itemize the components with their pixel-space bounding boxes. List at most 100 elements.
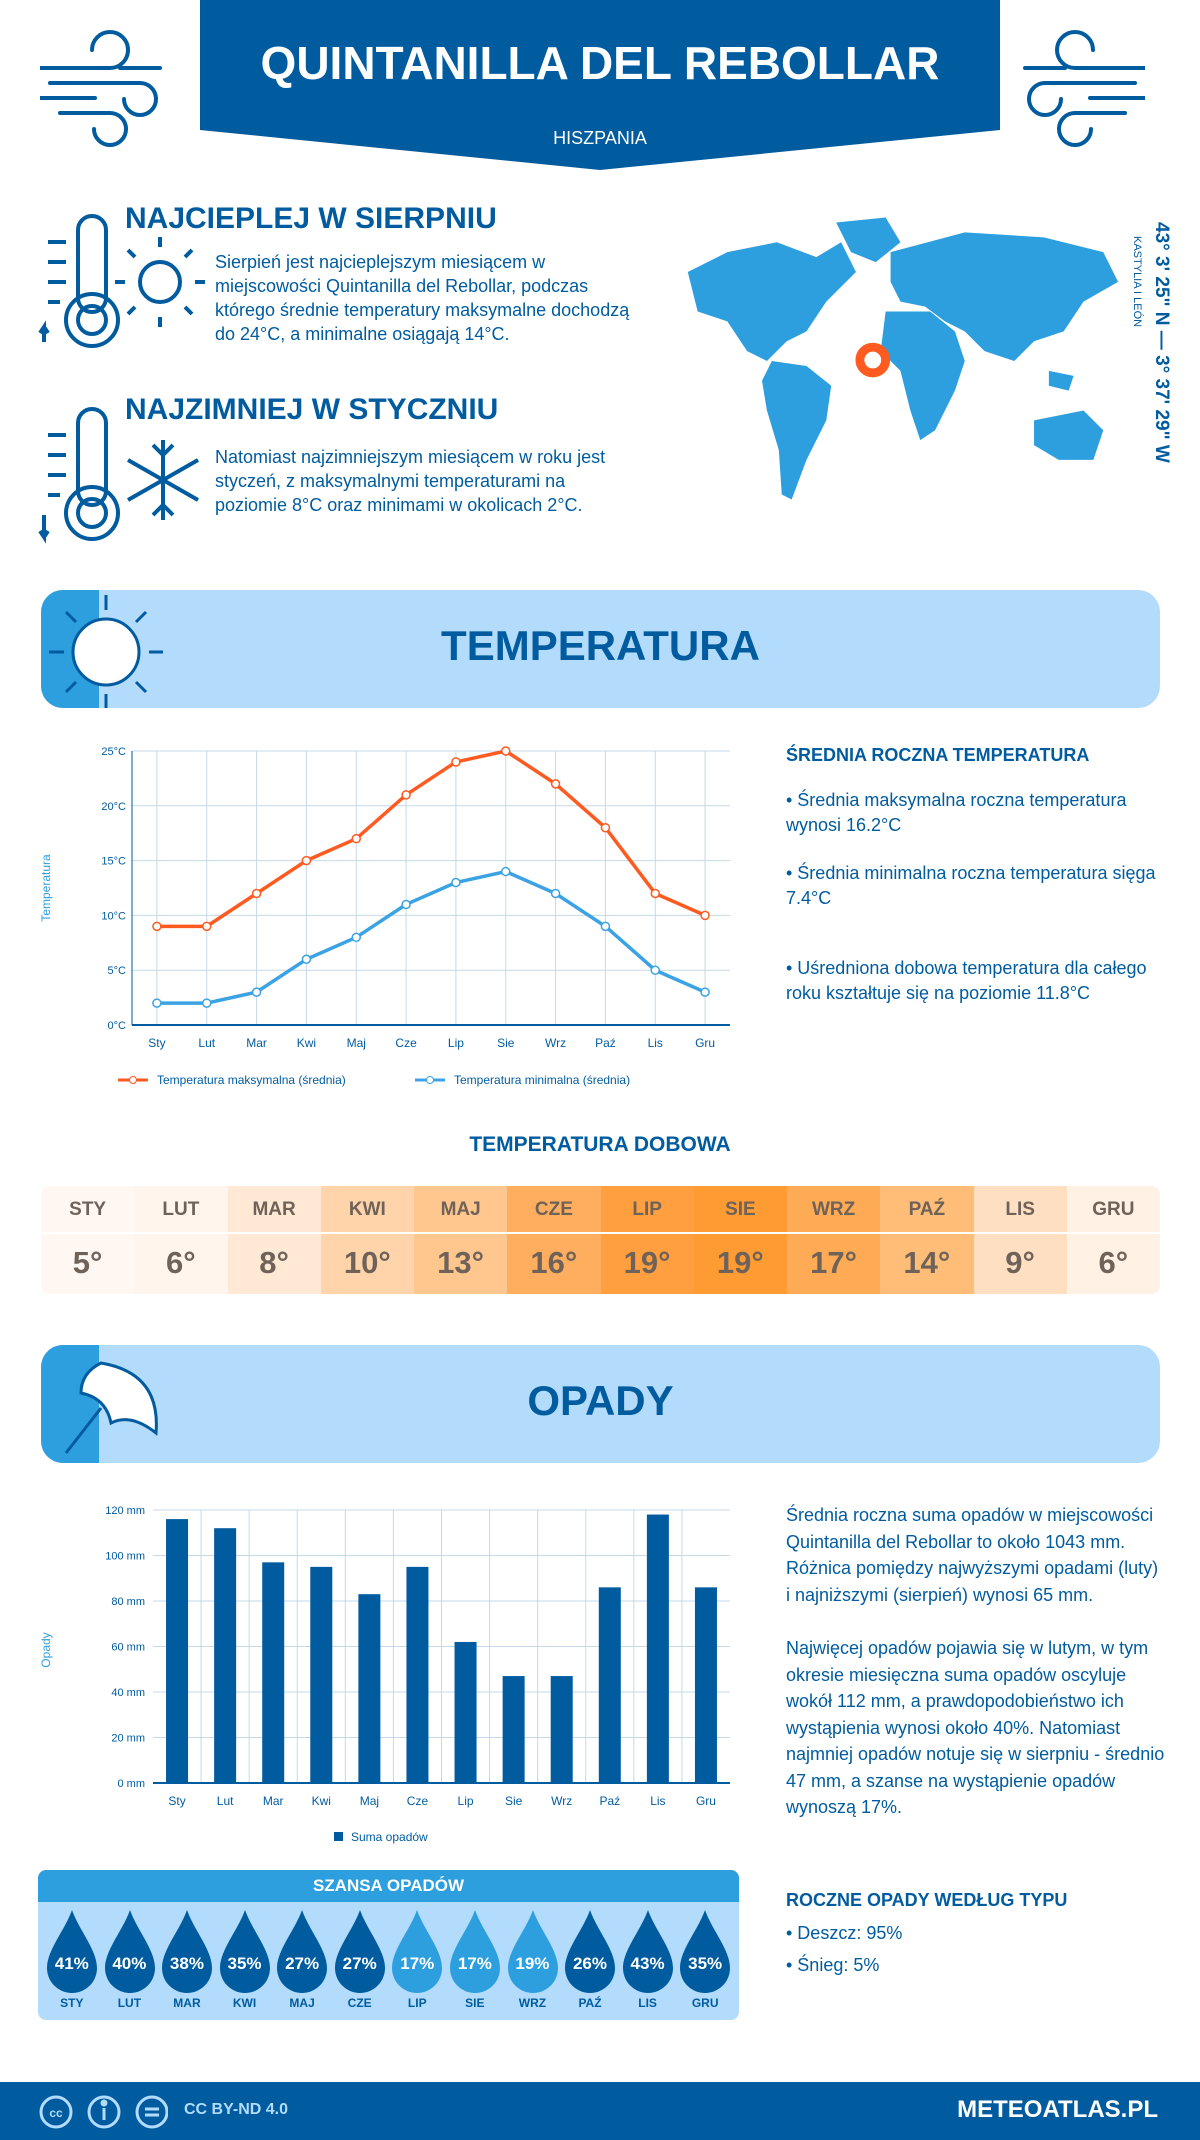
y-tick-label: 20°C xyxy=(101,801,126,813)
temp-value: 16° xyxy=(530,1245,578,1280)
daily-temp-cell: PAŹ 14° xyxy=(880,1186,974,1294)
month-label: LUT xyxy=(134,1186,228,1234)
x-tick-label: Kwi xyxy=(297,1036,316,1050)
temp-value: 9° xyxy=(1005,1245,1035,1280)
month-label: KWI xyxy=(320,1186,414,1234)
precip-chance-drop: 19% WRZ xyxy=(504,1902,562,2020)
data-point xyxy=(700,910,710,921)
temp-value: 6° xyxy=(1098,1245,1129,1280)
data-point xyxy=(251,888,262,899)
x-tick-label: Sty xyxy=(148,1036,165,1050)
x-tick-label: Wrz xyxy=(551,1794,572,1808)
y-tick-label: 5°C xyxy=(108,965,127,977)
drop-icon xyxy=(334,1910,385,1993)
precip-chance-drop: 27% CZE xyxy=(331,1902,389,2020)
temperature-banner: TEMPERATURA xyxy=(41,590,1160,708)
data-point xyxy=(301,855,312,866)
sun-icon xyxy=(49,595,163,708)
precip-chance-drop: 35% GRU xyxy=(676,1902,734,2020)
month-label: LIP xyxy=(407,1996,427,2010)
temp-value: 10° xyxy=(343,1245,391,1280)
data-point xyxy=(550,779,561,789)
header-banner xyxy=(200,0,1000,170)
x-tick-label: Maj xyxy=(360,1794,379,1808)
drop-icon xyxy=(565,1910,616,1993)
precip-type-title: ROCZNE OPADY WEDŁUG TYPU xyxy=(786,1890,1068,1910)
daily-temp-table: STY 5° LUT 6° MAR 8° KWI 10° MAJ 13° CZE 16° LIP 19° S… xyxy=(41,1186,1160,1294)
bar xyxy=(214,1528,237,1783)
daily-temp-cell: MAJ 13° xyxy=(414,1186,508,1294)
month-label: SIE xyxy=(693,1186,787,1234)
legend-label: Temperatura maksymalna (średnia) xyxy=(157,1073,346,1087)
precip-type-item: • Śnieg: 5% xyxy=(786,1955,880,1975)
daily-temp-cell: LUT 6° xyxy=(134,1186,228,1294)
precip-type-item: • Deszcz: 95% xyxy=(786,1923,903,1943)
license-label[interactable]: CC BY-ND 4.0 xyxy=(184,2101,289,2118)
coldest-title: NAJZIMNIEJ W STYCZNIU xyxy=(125,393,499,426)
legend-swatch xyxy=(334,1832,343,1841)
precip-chance-drop: 17% LIP xyxy=(388,1902,446,2020)
precip-chance-drop: 43% LIS xyxy=(619,1902,677,2020)
data-point xyxy=(301,954,312,964)
precip-chart: 0 mm 20 mm 40 mm 60 mm 80 mm 100 mm 120 mm Sty L… xyxy=(39,1505,730,1844)
bar xyxy=(550,1676,573,1783)
chance-value: 35% xyxy=(227,1954,262,1973)
chance-value: 26% xyxy=(572,1954,607,1973)
temp-value: 5° xyxy=(72,1245,103,1280)
month-label: CZE xyxy=(347,1996,372,2010)
x-tick-label: Lip xyxy=(458,1794,474,1808)
data-point xyxy=(351,932,361,943)
data-point xyxy=(202,921,212,932)
footer: cc CC BY-ND 4.0 METEOATLAS.PL xyxy=(0,2082,1200,2140)
x-tick-label: Kwi xyxy=(312,1794,331,1808)
month-label: WRZ xyxy=(787,1186,881,1234)
thermometer-hot-icon xyxy=(38,214,205,348)
precip-chance-drop: 26% PAŹ xyxy=(561,1902,619,2020)
chance-value: 17% xyxy=(457,1954,492,1973)
attribution-icon xyxy=(87,2095,121,2129)
y-tick-label: 120 mm xyxy=(105,1505,145,1517)
drop-icon xyxy=(219,1910,270,1993)
x-tick-label: Sty xyxy=(168,1794,185,1808)
daily-temp-cell: GRU 6° xyxy=(1066,1186,1160,1294)
license-icons[interactable]: cc xyxy=(38,2094,168,2130)
legend-marker xyxy=(129,1076,137,1084)
x-tick-label: Lis xyxy=(650,1794,665,1808)
chance-value: 27% xyxy=(285,1954,320,1973)
data-point xyxy=(202,998,212,1008)
chance-value: 19% xyxy=(515,1954,550,1973)
month-label: CZE xyxy=(507,1186,601,1234)
x-tick-label: Cze xyxy=(395,1036,417,1050)
y-tick-label: 0 mm xyxy=(118,1778,146,1790)
drop-icon xyxy=(622,1910,673,1993)
drop-icon xyxy=(507,1910,558,1993)
x-tick-label: Lut xyxy=(198,1036,215,1050)
wind-icon xyxy=(1023,30,1145,147)
data-point xyxy=(152,998,162,1008)
site-link[interactable]: METEOATLAS.PL xyxy=(957,2096,1158,2123)
bar xyxy=(598,1587,621,1783)
daily-temp-cell: KWI 10° xyxy=(320,1186,414,1294)
thermometer-cold-icon xyxy=(38,407,199,544)
page-title: QUINTANILLA DEL REBOLLAR xyxy=(260,37,940,89)
legend-label: Temperatura minimalna (średnia) xyxy=(454,1073,630,1087)
x-tick-label: Sie xyxy=(497,1036,515,1050)
daily-temp-cell: LIP 19° xyxy=(600,1186,694,1294)
x-tick-label: Mar xyxy=(263,1794,284,1808)
world-map xyxy=(687,217,1119,500)
temp-summary-title: ŚREDNIA ROCZNA TEMPERATURA xyxy=(786,745,1090,765)
month-label: LIS xyxy=(638,1996,657,2010)
temperature-title: TEMPERATURA xyxy=(441,622,760,669)
x-tick-label: Sie xyxy=(505,1794,523,1808)
bar xyxy=(310,1566,333,1783)
daily-temp-cell: MAR 8° xyxy=(227,1186,321,1294)
chance-value: 38% xyxy=(169,1954,204,1973)
bar xyxy=(502,1676,525,1783)
precip-chance-drop: 27% MAJ xyxy=(273,1902,331,2020)
data-point xyxy=(451,877,461,888)
x-tick-label: Gru xyxy=(696,1794,716,1808)
region-label: KASTYLIA I LEÓN xyxy=(1131,236,1143,328)
month-label: GRU xyxy=(691,1996,719,2010)
precip-text: Średnia roczna suma opadów w miejscowośc… xyxy=(786,1505,1159,1605)
temp-value: 14° xyxy=(903,1245,951,1280)
